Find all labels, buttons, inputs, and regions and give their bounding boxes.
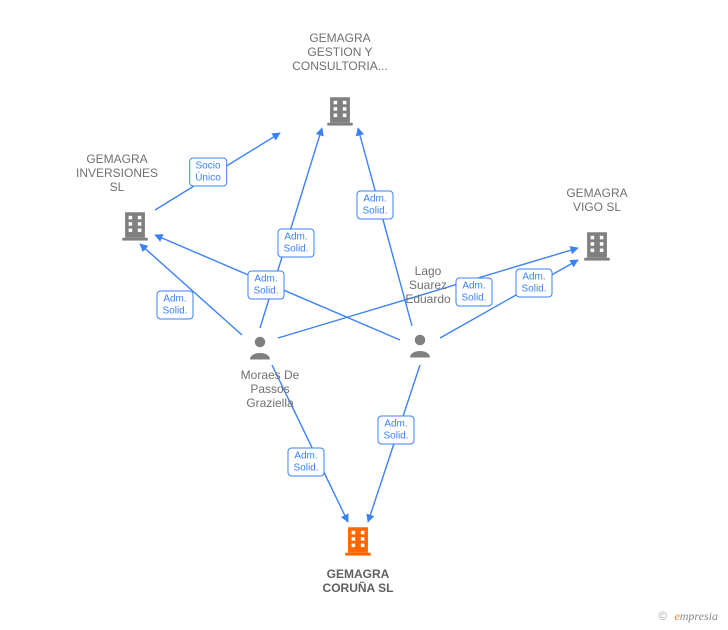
building-icon[interactable]	[580, 228, 614, 262]
building-icon[interactable]	[323, 93, 357, 127]
edge-line	[140, 244, 242, 335]
person-icon[interactable]	[405, 330, 435, 360]
edge-label: Adm. Solid.	[356, 191, 393, 220]
node-label: GEMAGRA VIGO SL	[552, 187, 642, 215]
node-label: GEMAGRA CORUÑA SL	[303, 568, 413, 596]
edge-label: Socio Único	[189, 158, 227, 187]
node-label: GEMAGRA GESTION Y CONSULTORIA...	[285, 32, 395, 73]
edge-label: Adm. Solid.	[277, 229, 314, 258]
edge-label: Adm. Solid.	[377, 416, 414, 445]
building-icon[interactable]	[341, 523, 375, 557]
edge-label: Adm. Solid.	[455, 278, 492, 307]
copyright-symbol: ©	[658, 609, 667, 623]
footer-credit: © empresia	[658, 609, 718, 624]
node-label: GEMAGRA INVERSIONES SL	[67, 153, 167, 194]
brand-rest: mpresia	[680, 609, 718, 623]
edge-label: Adm. Solid.	[515, 269, 552, 298]
edge-label: Adm. Solid.	[156, 291, 193, 320]
person-icon[interactable]	[245, 332, 275, 362]
building-icon[interactable]	[118, 208, 152, 242]
edge-label: Adm. Solid.	[247, 271, 284, 300]
edge-label: Adm. Solid.	[287, 448, 324, 477]
node-label: Moraes De Passos Graziella	[225, 369, 315, 410]
